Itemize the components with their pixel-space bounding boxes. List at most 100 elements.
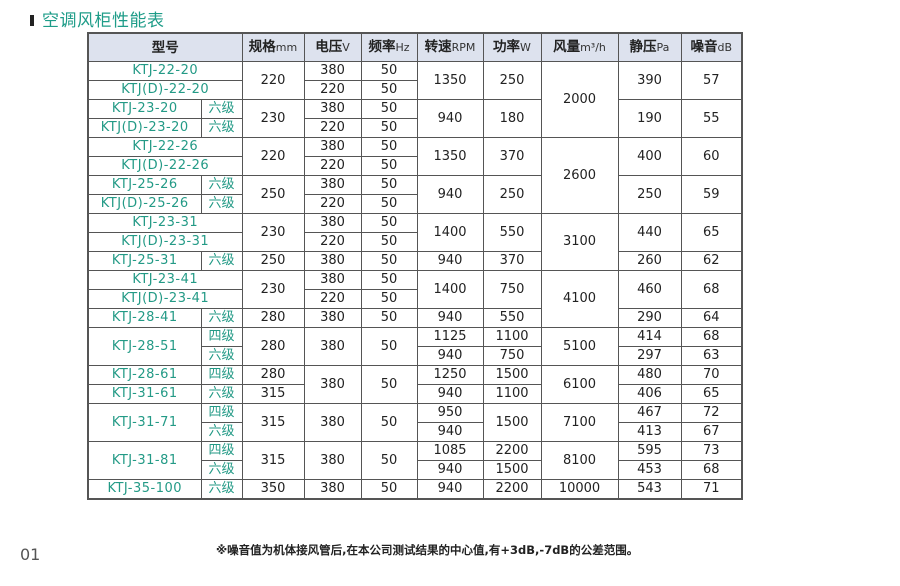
- airflow-cell: 3100: [540, 213, 619, 271]
- noise-cell: 72: [680, 403, 743, 423]
- frequency-cell: 50: [360, 403, 418, 442]
- frequency-cell: 50: [360, 441, 418, 480]
- frequency-cell: 50: [360, 213, 418, 233]
- frequency-cell: 50: [360, 194, 418, 214]
- grade-cell: 六级: [200, 99, 243, 119]
- size-cell: 280: [241, 365, 305, 385]
- noise-cell: 63: [680, 346, 743, 366]
- grade-cell: 四级: [200, 327, 243, 347]
- model-cell: KTJ(D)-23-20: [87, 118, 202, 138]
- power-cell: 1100: [482, 384, 542, 404]
- model-cell: KTJ(D)-25-26: [87, 194, 202, 214]
- airflow-cell: 5100: [540, 327, 619, 366]
- pressure-cell: 260: [617, 251, 682, 271]
- speed-cell: 940: [416, 422, 484, 442]
- size-cell: 230: [241, 99, 305, 138]
- footnote: ※噪音值为机体接风管后,在本公司测试结果的中心值,有+3dB,-7dB的公差范围…: [216, 543, 639, 557]
- grade-cell: 六级: [200, 308, 243, 328]
- frequency-cell: 50: [360, 479, 418, 500]
- pressure-cell: 290: [617, 308, 682, 328]
- size-cell: 220: [241, 61, 305, 100]
- model-cell: KTJ-31-71: [87, 403, 202, 442]
- speed-cell: 1085: [416, 441, 484, 461]
- model-cell: KTJ-25-31: [87, 251, 202, 271]
- page-number: 01: [20, 545, 41, 564]
- pressure-cell: 414: [617, 327, 682, 347]
- frequency-cell: 50: [360, 99, 418, 119]
- voltage-cell: 380: [303, 175, 362, 195]
- voltage-cell: 220: [303, 232, 362, 252]
- frequency-cell: 50: [360, 232, 418, 252]
- voltage-cell: 380: [303, 403, 362, 442]
- speed-cell: 950: [416, 403, 484, 423]
- noise-cell: 68: [680, 327, 743, 347]
- power-cell: 370: [482, 137, 542, 176]
- speed-cell: 940: [416, 308, 484, 328]
- size-cell: 350: [241, 479, 305, 500]
- size-cell: 250: [241, 175, 305, 214]
- pressure-cell: 297: [617, 346, 682, 366]
- frequency-cell: 50: [360, 308, 418, 328]
- header-speed: 转速RPM: [416, 32, 484, 62]
- size-cell: 280: [241, 327, 305, 366]
- noise-cell: 59: [680, 175, 743, 214]
- model-cell: KTJ-22-26: [87, 137, 243, 157]
- pressure-cell: 460: [617, 270, 682, 309]
- frequency-cell: 50: [360, 327, 418, 366]
- pressure-cell: 413: [617, 422, 682, 442]
- grade-cell: 六级: [200, 175, 243, 195]
- pressure-cell: 250: [617, 175, 682, 214]
- pressure-cell: 400: [617, 137, 682, 176]
- noise-cell: 68: [680, 460, 743, 480]
- voltage-cell: 380: [303, 61, 362, 81]
- noise-cell: 71: [680, 479, 743, 500]
- model-cell: KTJ-28-51: [87, 327, 202, 366]
- power-cell: 1500: [482, 403, 542, 442]
- power-cell: 550: [482, 213, 542, 252]
- model-cell: KTJ-31-81: [87, 441, 202, 480]
- airflow-cell: 7100: [540, 403, 619, 442]
- noise-cell: 68: [680, 270, 743, 309]
- table-row: KTJ-31-71 四级 315 380 50 950 1500 7100 467 72: [87, 403, 743, 442]
- power-cell: 250: [482, 175, 542, 214]
- voltage-cell: 220: [303, 118, 362, 138]
- table-row: KTJ-28-61 四级 280 380 50 1250 1500 6100 480 70: [87, 365, 743, 404]
- performance-table: 型号 规格mm 电压V 频率Hz 转速RPM 功率W 风量m³/h 静压Pa 噪…: [87, 32, 743, 500]
- model-cell: KTJ-28-41: [87, 308, 202, 328]
- voltage-cell: 380: [303, 365, 362, 404]
- voltage-cell: 380: [303, 270, 362, 290]
- speed-cell: 1350: [416, 61, 484, 100]
- voltage-cell: 380: [303, 99, 362, 119]
- airflow-cell: 10000: [540, 479, 619, 500]
- model-cell: KTJ-22-20: [87, 61, 243, 81]
- frequency-cell: 50: [360, 175, 418, 195]
- pressure-cell: 190: [617, 99, 682, 138]
- noise-cell: 73: [680, 441, 743, 461]
- pressure-cell: 595: [617, 441, 682, 461]
- airflow-cell: 6100: [540, 365, 619, 404]
- header-model: 型号: [87, 32, 243, 62]
- pressure-cell: 480: [617, 365, 682, 385]
- speed-cell: 940: [416, 479, 484, 500]
- power-cell: 1100: [482, 327, 542, 347]
- voltage-cell: 380: [303, 479, 362, 500]
- voltage-cell: 220: [303, 289, 362, 309]
- model-cell: KTJ-23-20: [87, 99, 202, 119]
- speed-cell: 940: [416, 251, 484, 271]
- grade-cell: 六级: [200, 346, 243, 366]
- header-pressure: 静压Pa: [617, 32, 682, 62]
- power-cell: 550: [482, 308, 542, 328]
- voltage-cell: 380: [303, 213, 362, 233]
- voltage-cell: 220: [303, 156, 362, 176]
- voltage-cell: 380: [303, 251, 362, 271]
- table-row: 六级 940 413 67: [88, 422, 743, 442]
- size-cell: 220: [241, 137, 305, 176]
- frequency-cell: 50: [360, 118, 418, 138]
- table-row: KTJ-31-61 六级 315 940 1100 406 65: [87, 384, 743, 404]
- noise-cell: 55: [680, 99, 743, 138]
- model-cell: KTJ-28-61: [87, 365, 202, 385]
- power-cell: 750: [482, 270, 542, 309]
- frequency-cell: 50: [360, 289, 418, 309]
- table-row: KTJ-31-81 四级 315 380 50 1085 2200 8100 595 73: [87, 441, 743, 480]
- grade-cell: 六级: [200, 251, 243, 271]
